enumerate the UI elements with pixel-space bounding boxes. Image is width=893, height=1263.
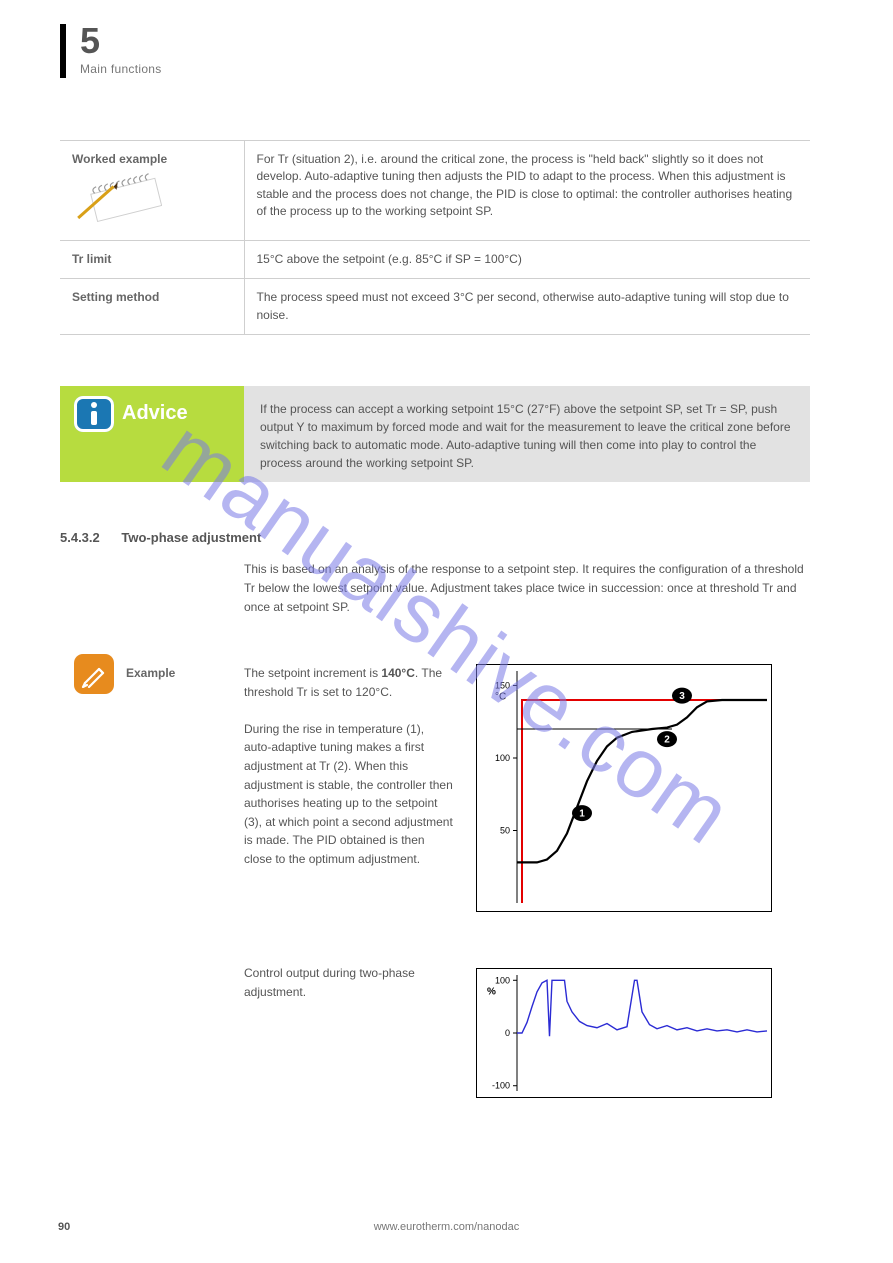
row-value: For Tr (situation 2), i.e. around the cr… xyxy=(244,141,810,241)
chapter-title: Main functions xyxy=(80,62,162,76)
row-key: Worked example xyxy=(60,141,244,241)
example-p1b: 140°C xyxy=(381,666,415,680)
table-row: Tr limit 15°C above the setpoint (e.g. 8… xyxy=(60,240,810,278)
row-key-label: Worked example xyxy=(72,152,167,166)
advice-left: Advice xyxy=(60,386,244,482)
pencil-icon xyxy=(74,654,114,694)
svg-text:%: % xyxy=(487,986,496,997)
chapter-bar xyxy=(60,24,66,78)
table-row: Setting method The process speed must no… xyxy=(60,279,810,335)
svg-text:1: 1 xyxy=(579,809,585,820)
svg-text:3: 3 xyxy=(679,691,685,702)
svg-text:°C: °C xyxy=(495,692,506,703)
advice-label: Advice xyxy=(122,402,188,425)
row-value: 15°C above the setpoint (e.g. 85°C if SP… xyxy=(244,240,810,278)
row-key: Tr limit xyxy=(60,240,244,278)
example-p2: During the rise in temperature (1), auto… xyxy=(244,722,453,866)
subsection-title: Two-phase adjustment xyxy=(121,530,261,545)
row-key: Setting method xyxy=(60,279,244,335)
example-paragraph-1: The setpoint increment is 140°C. The thr… xyxy=(244,664,454,869)
svg-text:2: 2 xyxy=(664,735,670,746)
subsection-body: This is based on an analysis of the resp… xyxy=(244,560,810,618)
advice-box: Advice If the process can accept a worki… xyxy=(60,386,810,482)
svg-text:100: 100 xyxy=(495,753,510,763)
svg-text:100: 100 xyxy=(495,975,510,985)
svg-text:0: 0 xyxy=(505,1028,510,1038)
row-value: The process speed must not exceed 3°C pe… xyxy=(244,279,810,335)
footer-url: www.eurotherm.com/nanodac xyxy=(0,1221,893,1233)
table-row: Worked example xyxy=(60,141,810,241)
svg-text:-100: -100 xyxy=(492,1081,510,1091)
advice-text: If the process can accept a working setp… xyxy=(244,386,810,482)
subsection-heading: 5.4.3.2 Two-phase adjustment xyxy=(60,530,261,545)
subsection-number: 5.4.3.2 xyxy=(60,530,100,545)
chapter-number: 5 xyxy=(80,20,100,62)
output-chart: -100 0 100% xyxy=(476,968,772,1098)
settings-table: Worked example xyxy=(60,140,810,335)
example-label: Example xyxy=(126,666,175,680)
example-p1a: The setpoint increment is xyxy=(244,666,381,680)
svg-text:50: 50 xyxy=(500,826,510,836)
temperature-chart: 50 100 150°C 1 2 3 xyxy=(476,664,772,912)
example-paragraph-2: Control output during two-phase adjustme… xyxy=(244,964,454,1001)
notepad-icon xyxy=(72,168,162,224)
svg-text:150: 150 xyxy=(495,681,510,691)
info-icon xyxy=(74,396,114,432)
